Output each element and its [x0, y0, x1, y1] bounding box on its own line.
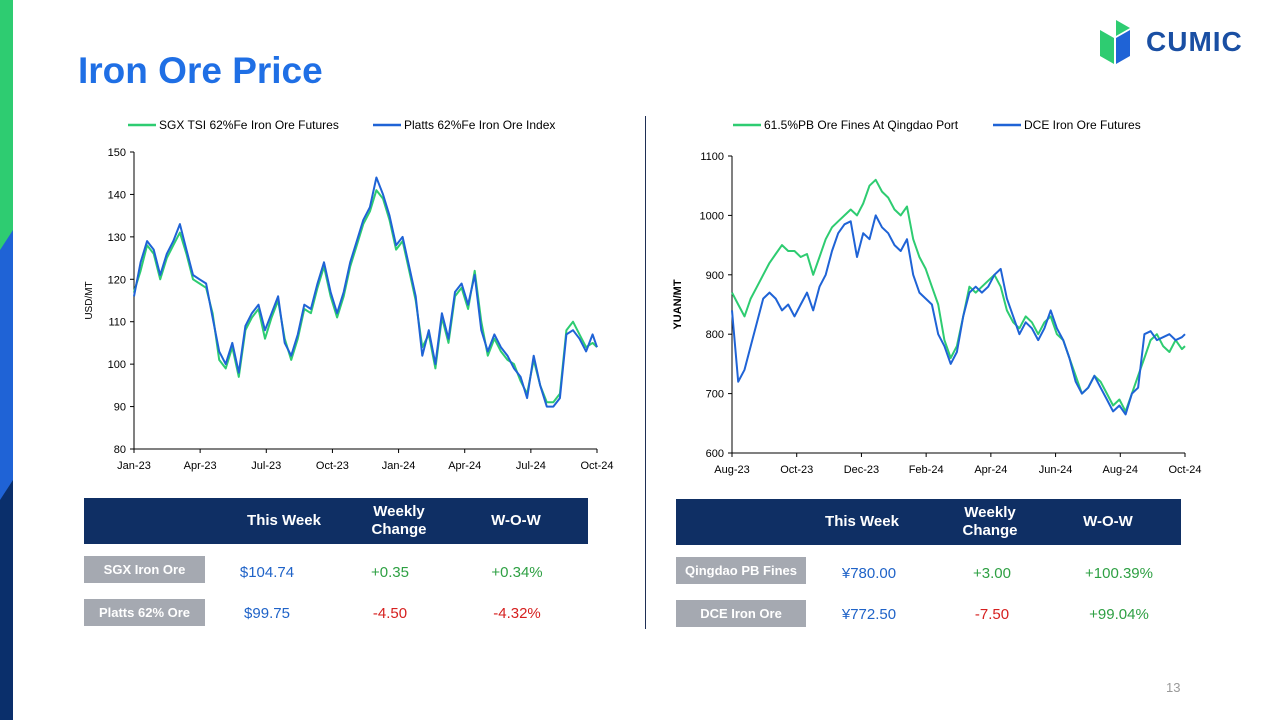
qingdao-wow: +100.39%: [1085, 565, 1153, 582]
legend-label-1: SGX TSI 62%Fe Iron Ore Futures: [159, 118, 339, 132]
header-weekly-change: Weekly Change: [339, 498, 459, 544]
header-wow: W-O-W: [491, 512, 541, 529]
header-weekly-line2: Change: [371, 521, 427, 538]
y-tick-label: 800: [706, 329, 724, 341]
x-tick-label: Apr-23: [184, 460, 217, 472]
header-this-week-right: This Week: [825, 513, 899, 530]
x-tick-label: Jun-24: [1039, 464, 1073, 476]
x-tick-label: Oct-23: [316, 460, 349, 472]
page-title: Iron Ore Price: [78, 50, 323, 91]
chart-left: 80 90 100 110 120 130 140 150 Jan-23 Apr-23 Jul-23…: [84, 118, 614, 472]
platts-wow: -4.32%: [493, 605, 541, 622]
y-tick-label: 1100: [700, 151, 724, 163]
legend-label-2: DCE Iron Ore Futures: [1024, 118, 1141, 132]
chart-right: 600 700 800 900 1000 1100 Aug-23 Oct-23 Dec-23 Fe…: [672, 118, 1202, 476]
x-tick-label: Jul-24: [516, 460, 546, 472]
x-tick-label: Oct-24: [580, 460, 613, 472]
y-tick-label: 1000: [700, 210, 724, 222]
series-line-2: [133, 176, 598, 408]
y-tick-label: 140: [108, 189, 126, 201]
x-tick-label: Dec-23: [844, 464, 879, 476]
legend-label-1: 61.5%PB Ore Fines At Qingdao Port: [764, 118, 959, 132]
qingdao-weekly-change: +3.00: [973, 565, 1011, 582]
x-tick-label: Jan-23: [117, 460, 151, 472]
row-label-qingdao: Qingdao PB Fines: [676, 557, 806, 584]
y-tick-label: 600: [706, 448, 724, 460]
table-right-header: This Week Weekly Change W-O-W: [676, 499, 1181, 545]
header-weekly-change-right: Weekly Change: [930, 499, 1050, 545]
header-weekly-line1-right: Weekly: [964, 504, 1016, 521]
header-this-week: This Week: [247, 512, 321, 529]
side-accent-bar: [0, 0, 13, 720]
row-label-sgx: SGX Iron Ore: [84, 556, 205, 583]
platts-weekly-change: -4.50: [372, 605, 408, 622]
x-tick-label: Oct-24: [1168, 464, 1201, 476]
header-wow-right: W-O-W: [1083, 513, 1133, 530]
x-tick-label: Oct-23: [780, 464, 813, 476]
logo-icon: [1100, 20, 1130, 64]
y-tick-label: 90: [114, 402, 126, 414]
x-tick-label: Aug-23: [714, 464, 749, 476]
chart-divider: [645, 116, 646, 629]
dce-wow: +99.04%: [1089, 606, 1149, 623]
sgx-wow: +0.34%: [491, 564, 543, 581]
y-tick-label: 900: [706, 270, 724, 282]
series-line-1: [133, 189, 598, 404]
legend-label-2: Platts 62%Fe Iron Ore Index: [404, 118, 555, 132]
row-label-dce: DCE Iron Ore: [676, 600, 806, 627]
y-axis-label: YUAN/MT: [672, 279, 684, 329]
page-number: 13: [1166, 680, 1181, 695]
header-weekly-line1: Weekly: [373, 503, 425, 520]
x-tick-label: Jul-23: [251, 460, 281, 472]
y-tick-label: 700: [706, 389, 724, 401]
x-tick-label: Aug-24: [1103, 464, 1138, 476]
sgx-weekly-change: +0.35: [371, 564, 409, 581]
series-line-1: [731, 178, 1186, 413]
y-tick-label: 100: [108, 359, 126, 371]
table-left-header: This Week Weekly Change W-O-W: [84, 498, 588, 544]
row-label-platts: Platts 62% Ore: [84, 599, 205, 626]
y-tick-label: 120: [108, 274, 126, 286]
logo-text: CUMIC: [1146, 26, 1243, 57]
company-logo: CUMIC: [1096, 18, 1261, 70]
y-tick-label: 80: [114, 444, 126, 456]
x-tick-label: Apr-24: [448, 460, 481, 472]
dce-this-week: ¥772.50: [841, 606, 897, 623]
x-tick-label: Feb-24: [909, 464, 944, 476]
y-tick-label: 110: [108, 317, 126, 329]
series-line-2: [731, 214, 1186, 416]
header-weekly-line2-right: Change: [962, 522, 1018, 539]
x-tick-label: Apr-24: [974, 464, 1007, 476]
qingdao-this-week: ¥780.00: [841, 565, 897, 582]
sgx-this-week: $104.74: [239, 564, 295, 581]
x-tick-label: Jan-24: [382, 460, 416, 472]
platts-this-week: $99.75: [244, 605, 290, 622]
y-tick-label: 150: [108, 147, 126, 159]
y-tick-label: 130: [108, 232, 126, 244]
y-axis-label: USD/MT: [84, 281, 95, 319]
dce-weekly-change: -7.50: [974, 606, 1010, 623]
